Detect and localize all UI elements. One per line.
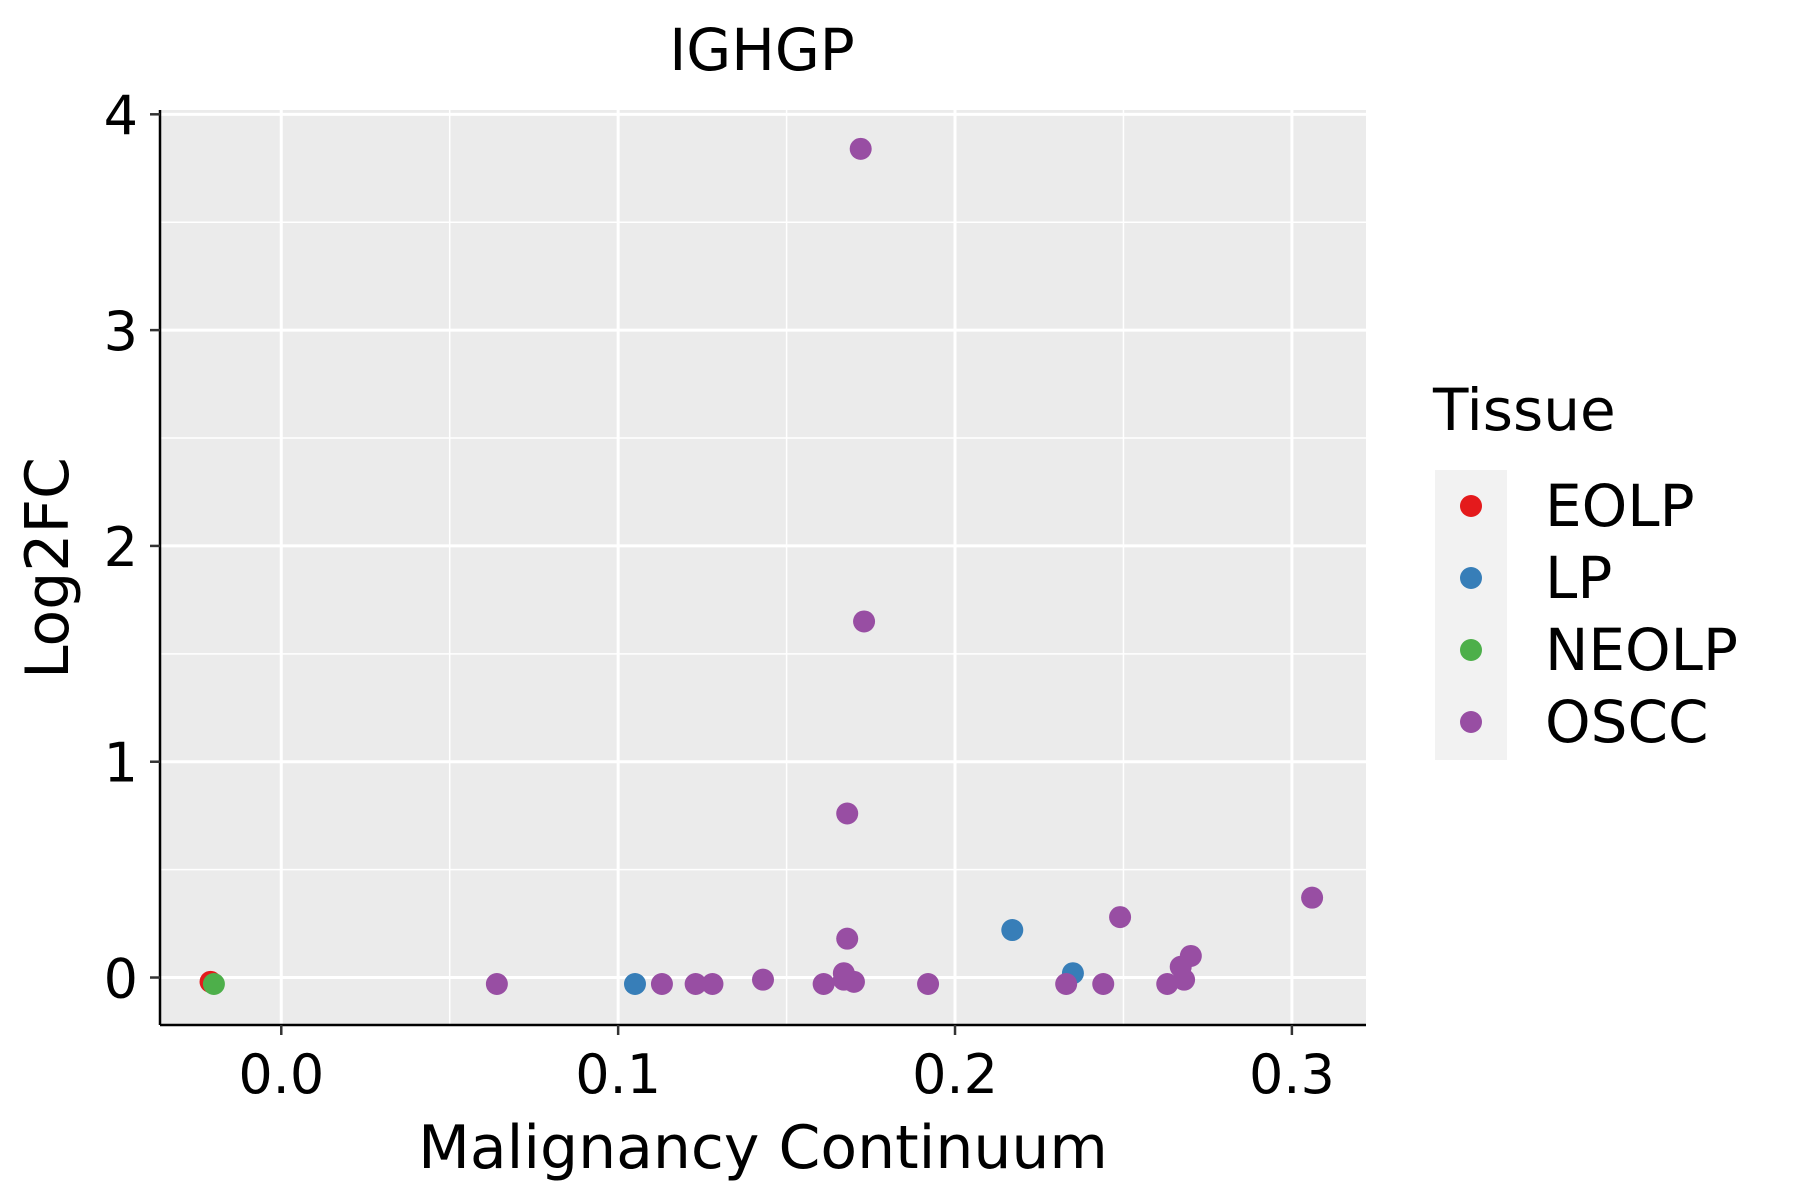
x-tick-label: 0.1 xyxy=(575,1043,661,1106)
point-oscc xyxy=(836,927,859,950)
point-lp xyxy=(623,972,646,995)
x-axis-label: Malignancy Continuum xyxy=(418,1113,1108,1183)
grid-minor xyxy=(160,110,1366,1025)
y-tick-label: 1 xyxy=(104,732,138,795)
point-oscc xyxy=(1109,906,1132,929)
point-oscc xyxy=(812,972,835,995)
point-oscc xyxy=(752,968,774,991)
point-oscc xyxy=(701,972,724,995)
point-oscc xyxy=(1179,944,1202,967)
legend-key-oscc xyxy=(1460,711,1482,733)
point-oscc xyxy=(684,972,707,995)
legend-key-neolp xyxy=(1460,639,1482,661)
point-oscc xyxy=(1301,886,1324,909)
point-oscc xyxy=(917,972,940,995)
point-oscc xyxy=(849,137,872,160)
y-axis-label: Log2FC xyxy=(13,457,83,679)
x-tick-label: 0.2 xyxy=(912,1043,998,1106)
legend-key-eolp xyxy=(1460,495,1482,517)
y-tick-label: 3 xyxy=(104,300,138,363)
legend-label-oscc: OSCC xyxy=(1545,688,1708,756)
y-tick-label: 4 xyxy=(104,84,138,147)
chart-title: IGHGP xyxy=(669,16,855,84)
y-tick-label: 2 xyxy=(104,516,138,579)
x-tick-label: 0.0 xyxy=(238,1043,324,1106)
data-points xyxy=(199,137,1324,995)
grid-major xyxy=(160,110,1366,1025)
legend-label-eolp: EOLP xyxy=(1545,472,1695,540)
legend-label-lp: LP xyxy=(1545,544,1612,612)
legend-key-lp xyxy=(1460,567,1482,589)
x-tick-label: 0.3 xyxy=(1249,1043,1335,1106)
point-lp xyxy=(1001,919,1024,942)
point-oscc xyxy=(853,610,876,633)
point-oscc xyxy=(836,802,859,825)
y-tick-label: 0 xyxy=(104,948,138,1011)
point-oscc xyxy=(842,970,865,993)
point-oscc xyxy=(1092,972,1115,995)
y-axis-ticks: 0 1 2 3 4 xyxy=(104,84,160,1011)
legend-label-neolp: NEOLP xyxy=(1545,616,1738,684)
point-oscc xyxy=(650,972,673,995)
point-neolp xyxy=(202,972,225,995)
legend-title: Tissue xyxy=(1432,376,1616,444)
x-axis-ticks: 0.0 0.1 0.2 0.3 xyxy=(238,1025,1335,1106)
point-oscc xyxy=(1055,972,1078,995)
point-oscc xyxy=(1156,972,1179,995)
plot-panel xyxy=(160,110,1366,1025)
point-oscc xyxy=(485,972,508,995)
